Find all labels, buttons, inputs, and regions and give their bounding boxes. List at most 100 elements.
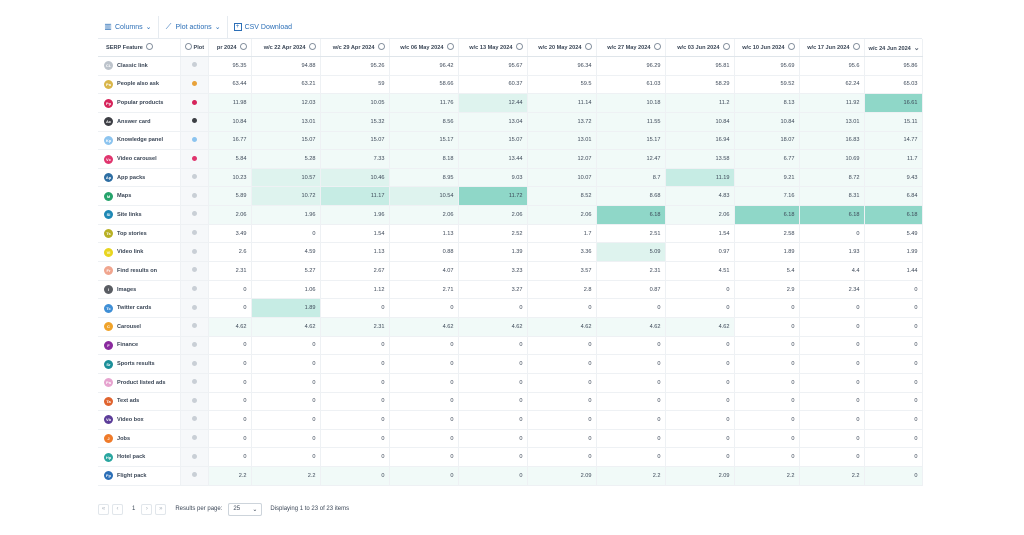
plot-dot-icon[interactable]	[191, 267, 197, 273]
plot-toggle-cell[interactable]	[180, 447, 209, 468]
plot-toggle-cell[interactable]	[180, 131, 209, 151]
value-cell: 95.6	[799, 56, 865, 76]
sort-icon[interactable]	[515, 43, 523, 50]
value-cell: 0	[320, 373, 390, 393]
value-cell: 15.17	[596, 131, 666, 151]
plot-dot-icon[interactable]	[191, 304, 197, 310]
plot-dot-icon[interactable]	[191, 323, 197, 329]
plot-toggle-cell[interactable]	[180, 373, 209, 393]
value-cell: 4.62	[596, 317, 666, 337]
value-cell: 0	[864, 466, 923, 486]
plot-dot-icon[interactable]	[191, 248, 197, 254]
plot-toggle-cell[interactable]	[180, 205, 209, 225]
sort-icon[interactable]	[145, 43, 153, 50]
table-row: Kp Knowledge panel 16.77 15.07 15.07 15.17 15.…	[98, 131, 923, 151]
plot-toggle-cell[interactable]	[180, 56, 209, 76]
plot-dot-icon[interactable]	[191, 397, 197, 403]
sort-icon[interactable]	[184, 43, 192, 50]
column-header-date[interactable]: w/c 29 Apr 2024	[320, 39, 390, 57]
plot-toggle-cell[interactable]	[180, 168, 209, 188]
csv-download-button[interactable]: + CSV Download	[228, 16, 298, 38]
plot-toggle-cell[interactable]	[180, 261, 209, 281]
last-page-button[interactable]: »	[155, 503, 167, 515]
sort-icon[interactable]	[308, 43, 316, 50]
value-cell: 0	[799, 410, 865, 430]
current-page[interactable]: 1	[132, 506, 136, 512]
column-header-date[interactable]: w/c 20 May 2024	[527, 39, 597, 57]
plot-dot-icon[interactable]	[191, 174, 197, 180]
plot-toggle-cell[interactable]	[180, 392, 209, 412]
column-header-date[interactable]: w/c 24 Jun 2024 ⌄	[864, 39, 923, 57]
value-cell: 0	[458, 354, 528, 374]
feature-name: Top stories	[117, 230, 147, 237]
plot-dot-icon[interactable]	[191, 211, 197, 217]
column-header-date[interactable]: pr 2024	[208, 39, 252, 57]
value-cell: 0	[799, 354, 865, 374]
results-per-page-select[interactable]: 25 ⌄	[228, 502, 263, 516]
plot-dot-icon[interactable]	[191, 341, 197, 347]
column-header-date[interactable]: w/c 03 Jun 2024	[665, 39, 735, 57]
plot-dot-icon[interactable]	[191, 472, 197, 478]
sort-icon[interactable]	[653, 43, 661, 50]
sort-icon[interactable]	[722, 43, 730, 50]
plot-dot-icon[interactable]	[191, 435, 197, 441]
plot-toggle-cell[interactable]	[180, 317, 209, 337]
sort-icon[interactable]	[787, 43, 795, 50]
table-body: CL Classic link 95.35 94.88 95.26 96.42 95.67 9…	[98, 56, 923, 486]
value-cell: 0	[734, 392, 800, 412]
column-header-plot[interactable]: Plot	[180, 39, 209, 57]
plot-dot-icon[interactable]	[191, 80, 197, 86]
plot-toggle-cell[interactable]	[180, 466, 209, 486]
plot-dot-icon[interactable]	[191, 192, 197, 198]
column-header-date[interactable]: w/c 06 May 2024	[389, 39, 459, 57]
plot-toggle-cell[interactable]	[180, 298, 209, 318]
plot-dot-icon[interactable]	[191, 453, 197, 459]
column-header-date[interactable]: w/c 10 Jun 2024	[734, 39, 800, 57]
plot-toggle-cell[interactable]	[180, 242, 209, 263]
sort-icon[interactable]	[239, 43, 247, 50]
first-page-button[interactable]: «	[98, 503, 109, 515]
plot-dot-icon[interactable]	[191, 230, 197, 236]
column-header-date[interactable]: w/c 22 Apr 2024	[251, 39, 321, 57]
sort-icon[interactable]	[584, 43, 592, 50]
prev-page-button[interactable]: ‹	[112, 503, 123, 515]
value-cell: 10.05	[320, 93, 390, 113]
plot-toggle-cell[interactable]	[180, 354, 209, 374]
plot-dot-icon[interactable]	[191, 136, 197, 142]
feature-badge-icon: Kp	[104, 135, 113, 145]
plot-dot-icon[interactable]	[191, 62, 197, 68]
plot-toggle-cell[interactable]	[180, 429, 209, 449]
plot-dot-icon[interactable]	[191, 118, 197, 124]
value-cell: 6.18	[734, 205, 800, 225]
column-header-date[interactable]: w/c 17 Jun 2024	[799, 39, 865, 57]
value-cell: 0	[596, 429, 666, 449]
plot-dot-icon[interactable]	[191, 416, 197, 422]
plot-toggle-cell[interactable]	[180, 280, 209, 300]
value-cell: 0	[458, 336, 528, 356]
sort-icon[interactable]	[446, 43, 454, 50]
plot-toggle-cell[interactable]	[180, 410, 209, 430]
plot-dot-icon[interactable]	[191, 360, 197, 366]
columns-button[interactable]: ▥ Columns ⌄	[98, 16, 159, 38]
plot-toggle-cell[interactable]	[180, 186, 209, 207]
plot-toggle-cell[interactable]	[180, 75, 209, 95]
plot-dot-icon[interactable]	[191, 286, 197, 291]
column-header-date[interactable]: w/c 27 May 2024	[596, 39, 666, 57]
column-header-date[interactable]: w/c 13 May 2024	[458, 39, 528, 57]
sort-icon[interactable]	[852, 43, 860, 50]
plot-actions-button[interactable]: ⟋ Plot actions ⌄	[159, 16, 228, 38]
sort-desc-icon[interactable]: ⌄	[913, 44, 920, 52]
column-header-serp-feature[interactable]: SERP Feature	[98, 39, 181, 57]
plot-toggle-cell[interactable]	[180, 336, 209, 356]
plot-dot-icon[interactable]	[191, 99, 197, 105]
sort-icon[interactable]	[377, 43, 385, 50]
next-page-button[interactable]: ›	[141, 503, 153, 515]
plot-toggle-cell[interactable]	[180, 112, 209, 132]
plot-toggle-cell[interactable]	[180, 149, 209, 169]
value-cell: 0	[208, 354, 252, 374]
plot-dot-icon[interactable]	[191, 379, 197, 385]
value-cell: 4.62	[665, 317, 735, 337]
plot-toggle-cell[interactable]	[180, 93, 209, 113]
plot-toggle-cell[interactable]	[180, 224, 209, 244]
plot-dot-icon[interactable]	[191, 155, 197, 161]
